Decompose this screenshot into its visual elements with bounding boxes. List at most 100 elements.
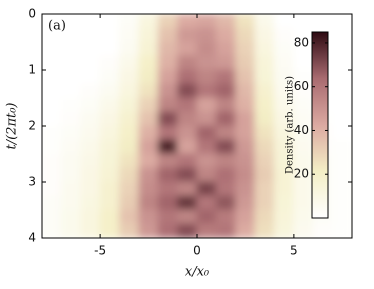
heatmap-cell [99, 223, 120, 238]
heatmap-cell [254, 83, 275, 99]
heatmap-cell [293, 69, 314, 85]
heatmap-cell [80, 69, 101, 85]
heatmap-cell [42, 27, 62, 43]
heatmap-cell [293, 167, 314, 183]
heatmap-cell [177, 153, 198, 169]
heatmap-cell [274, 111, 295, 127]
heatmap-cell [177, 181, 198, 197]
heatmap-cell [196, 167, 217, 183]
heatmap-cell [196, 55, 217, 71]
heatmap-cell [119, 223, 140, 238]
heatmap-cell [138, 223, 159, 238]
heatmap-cell [119, 139, 140, 155]
heatmap-cell [332, 167, 352, 183]
heatmap-cell [215, 195, 237, 211]
colorbar-tick-label: 40 [294, 123, 309, 137]
heatmap-cell [177, 209, 198, 225]
heatmap-cell [293, 83, 314, 99]
heatmap-cell [293, 27, 314, 43]
heatmap-cell [274, 41, 295, 57]
heatmap-cell [196, 97, 217, 113]
heatmap-cell [99, 167, 120, 183]
heatmap-cell [274, 209, 295, 225]
colorbar-tick-label: 20 [294, 167, 309, 181]
heatmap-cell [215, 111, 237, 127]
colorbar-tick-label: 80 [294, 35, 309, 49]
heatmap-cell [177, 167, 198, 183]
x-tick-label: -5 [94, 244, 106, 258]
heatmap-cell [157, 97, 179, 113]
heatmap-cell [80, 139, 101, 155]
heatmap-cell [177, 97, 198, 113]
heatmap-cell [119, 27, 140, 43]
heatmap-cell [196, 181, 217, 197]
heatmap-cell [215, 181, 237, 197]
heatmap-cell [138, 69, 159, 85]
heatmap-cell [138, 14, 159, 29]
heatmap-cell [119, 97, 140, 113]
heatmap-cell [60, 167, 82, 183]
heatmap-cell [293, 125, 314, 141]
heatmap-cell [274, 14, 295, 29]
heatmap-cell [235, 181, 256, 197]
heatmap-cell [119, 14, 140, 29]
heatmap-cell [177, 223, 198, 238]
heatmap-cell [332, 83, 352, 99]
heatmap-cell [274, 223, 295, 238]
heatmap-cell [99, 153, 120, 169]
heatmap-cell [332, 153, 352, 169]
heatmap-cell [80, 97, 101, 113]
heatmap-cell [177, 83, 198, 99]
heatmap-cell [157, 125, 179, 141]
heatmap-cell [138, 97, 159, 113]
heatmap-cell [274, 125, 295, 141]
heatmap-cell [99, 97, 120, 113]
heatmap-cell [254, 223, 275, 238]
heatmap [42, 14, 352, 238]
heatmap-cell [215, 97, 237, 113]
heatmap-cell [60, 97, 82, 113]
heatmap-cell [42, 14, 62, 29]
heatmap-cell [215, 27, 237, 43]
heatmap-cell [80, 181, 101, 197]
heatmap-cell [42, 55, 62, 71]
heatmap-cell [196, 83, 217, 99]
heatmap-cell [215, 209, 237, 225]
heatmap-cell [177, 27, 198, 43]
heatmap-cell [157, 14, 179, 29]
heatmap-cell [157, 111, 179, 127]
heatmap-cell [60, 55, 82, 71]
heatmap-cell [293, 223, 314, 238]
heatmap-cell [138, 55, 159, 71]
heatmap-cell [157, 69, 179, 85]
heatmap-cell [99, 14, 120, 29]
heatmap-cell [274, 153, 295, 169]
heatmap-cell [332, 111, 352, 127]
heatmap-cell [60, 14, 82, 29]
heatmap-cell [274, 195, 295, 211]
heatmap-cell [80, 153, 101, 169]
heatmap-cell [332, 27, 352, 43]
heatmap-cell [60, 111, 82, 127]
heatmap-cell [99, 83, 120, 99]
heatmap-cell [119, 69, 140, 85]
heatmap-cell [177, 41, 198, 57]
heatmap-cell [235, 209, 256, 225]
heatmap-cell [235, 139, 256, 155]
heatmap-cell [119, 111, 140, 127]
heatmap-cell [293, 195, 314, 211]
heatmap-cell [332, 139, 352, 155]
heatmap-cell [274, 83, 295, 99]
heatmap-cell [60, 195, 82, 211]
heatmap-cell [332, 97, 352, 113]
heatmap-cell [42, 111, 62, 127]
heatmap-cell [293, 14, 314, 29]
heatmap-cell [293, 111, 314, 127]
heatmap-cell [80, 55, 101, 71]
heatmap-cell [138, 181, 159, 197]
heatmap-cell [254, 139, 275, 155]
heatmap-cell [157, 209, 179, 225]
heatmap-cell [332, 69, 352, 85]
heatmap-cell [138, 209, 159, 225]
